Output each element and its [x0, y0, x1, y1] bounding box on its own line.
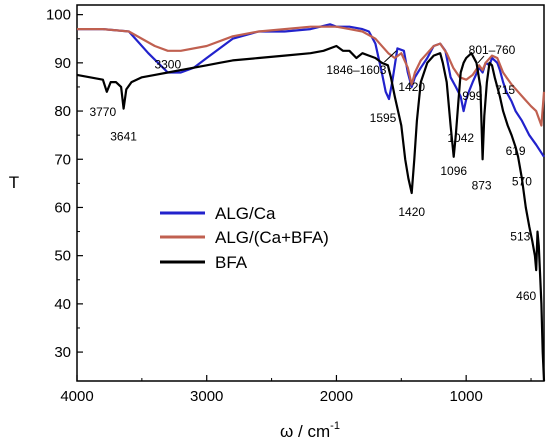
series-line-alg-ca: [77, 23, 545, 158]
peak-annotation: 3641: [110, 130, 137, 144]
y-tick-label: 60: [54, 199, 71, 216]
legend: ALG/Ca ALG/(Ca+BFA) BFA: [160, 204, 329, 272]
y-axis-title: T: [9, 173, 19, 192]
peak-annotation: 1420: [398, 80, 425, 94]
tick-layer: 4000 3000 2000 1000 30 40 50 60 70 80 90 100: [46, 7, 532, 405]
y-tick-label: 80: [54, 103, 71, 120]
series-line-bfa: [76, 44, 546, 382]
peak-annotation: 570: [512, 175, 532, 189]
peak-annotation: 1846–1603: [326, 63, 386, 77]
legend-label-alg-ca: ALG/Ca: [215, 204, 276, 223]
y-tick-label: 70: [54, 151, 71, 168]
y-tick-label: 100: [46, 7, 71, 24]
y-tick-label: 40: [54, 296, 71, 313]
series-layer: [76, 23, 546, 382]
x-tick-label: 3000: [190, 388, 223, 405]
peak-annotation: 715: [495, 83, 515, 97]
plot-frame: [76, 4, 545, 382]
x-tick-label: 1000: [449, 388, 482, 405]
peak-annotation: 1096: [440, 164, 467, 178]
annotation-layer: 3770 3641 3300 1846–1603 1595 1420 1420 1096 104…: [89, 43, 536, 303]
x-tick-label: 2000: [320, 388, 353, 405]
annotation-arrow: [384, 50, 397, 63]
peak-annotation: 1042: [447, 131, 474, 145]
legend-label-bfa: BFA: [215, 253, 248, 272]
x-axis-title: ω / cm-1: [280, 420, 340, 441]
x-axis-title-main: ω / cm: [280, 422, 330, 441]
peak-annotation: 513: [510, 230, 530, 244]
series-line-alg-ca-bfa: [77, 25, 546, 127]
peak-annotation: 619: [506, 144, 526, 158]
y-tick-label: 50: [54, 248, 71, 265]
peak-annotation: 873: [472, 178, 492, 192]
x-axis-title-sup: -1: [330, 420, 340, 432]
x-tick-label: 4000: [60, 388, 93, 405]
peak-annotation: 3770: [89, 105, 116, 119]
peak-annotation: 1420: [398, 205, 425, 219]
peak-annotation: 460: [516, 289, 536, 303]
peak-annotation: 801–760: [469, 43, 516, 57]
annotation-arrow: [477, 55, 485, 64]
peak-annotation: 3300: [154, 58, 181, 72]
y-tick-label: 90: [54, 55, 71, 72]
peak-annotation: 1595: [370, 111, 397, 125]
y-tick-label: 30: [54, 344, 71, 361]
legend-label-alg-ca-bfa: ALG/(Ca+BFA): [215, 228, 329, 247]
peak-annotation: 999: [462, 89, 482, 103]
